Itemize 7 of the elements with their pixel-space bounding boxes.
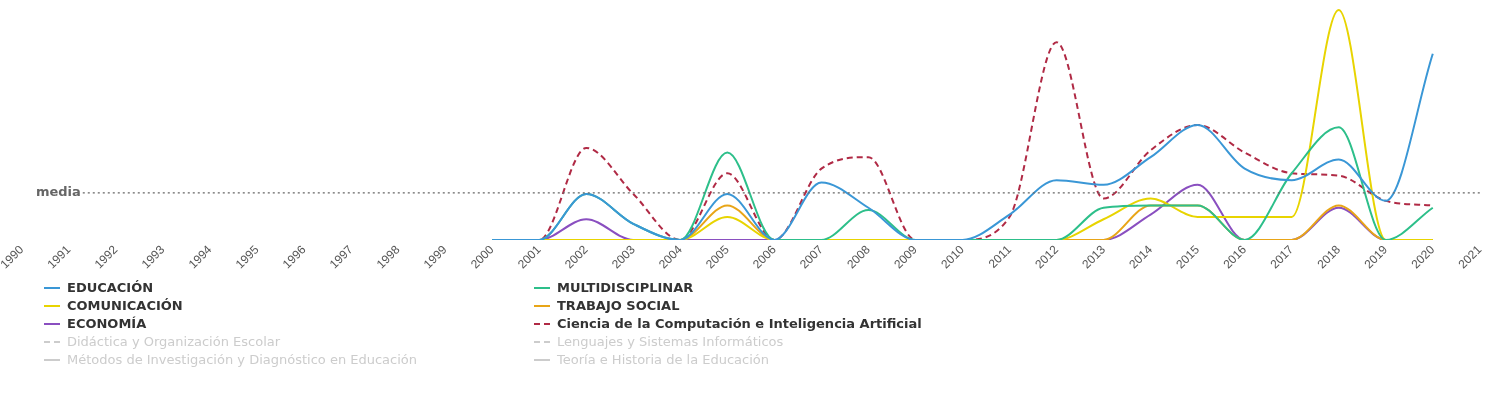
- legend-label: TRABAJO SOCIAL: [557, 298, 680, 313]
- legend-label: EDUCACIÓN: [67, 280, 154, 295]
- legend-label: MULTIDISCIPLINAR: [557, 280, 694, 295]
- legend-label: Ciencia de la Computación e Inteligencia Artificial: [557, 316, 922, 331]
- ref-line-label: media: [35, 184, 81, 200]
- legend-label: COMUNICACIÓN: [67, 298, 183, 313]
- legend-label: ECONOMÍA: [67, 316, 147, 331]
